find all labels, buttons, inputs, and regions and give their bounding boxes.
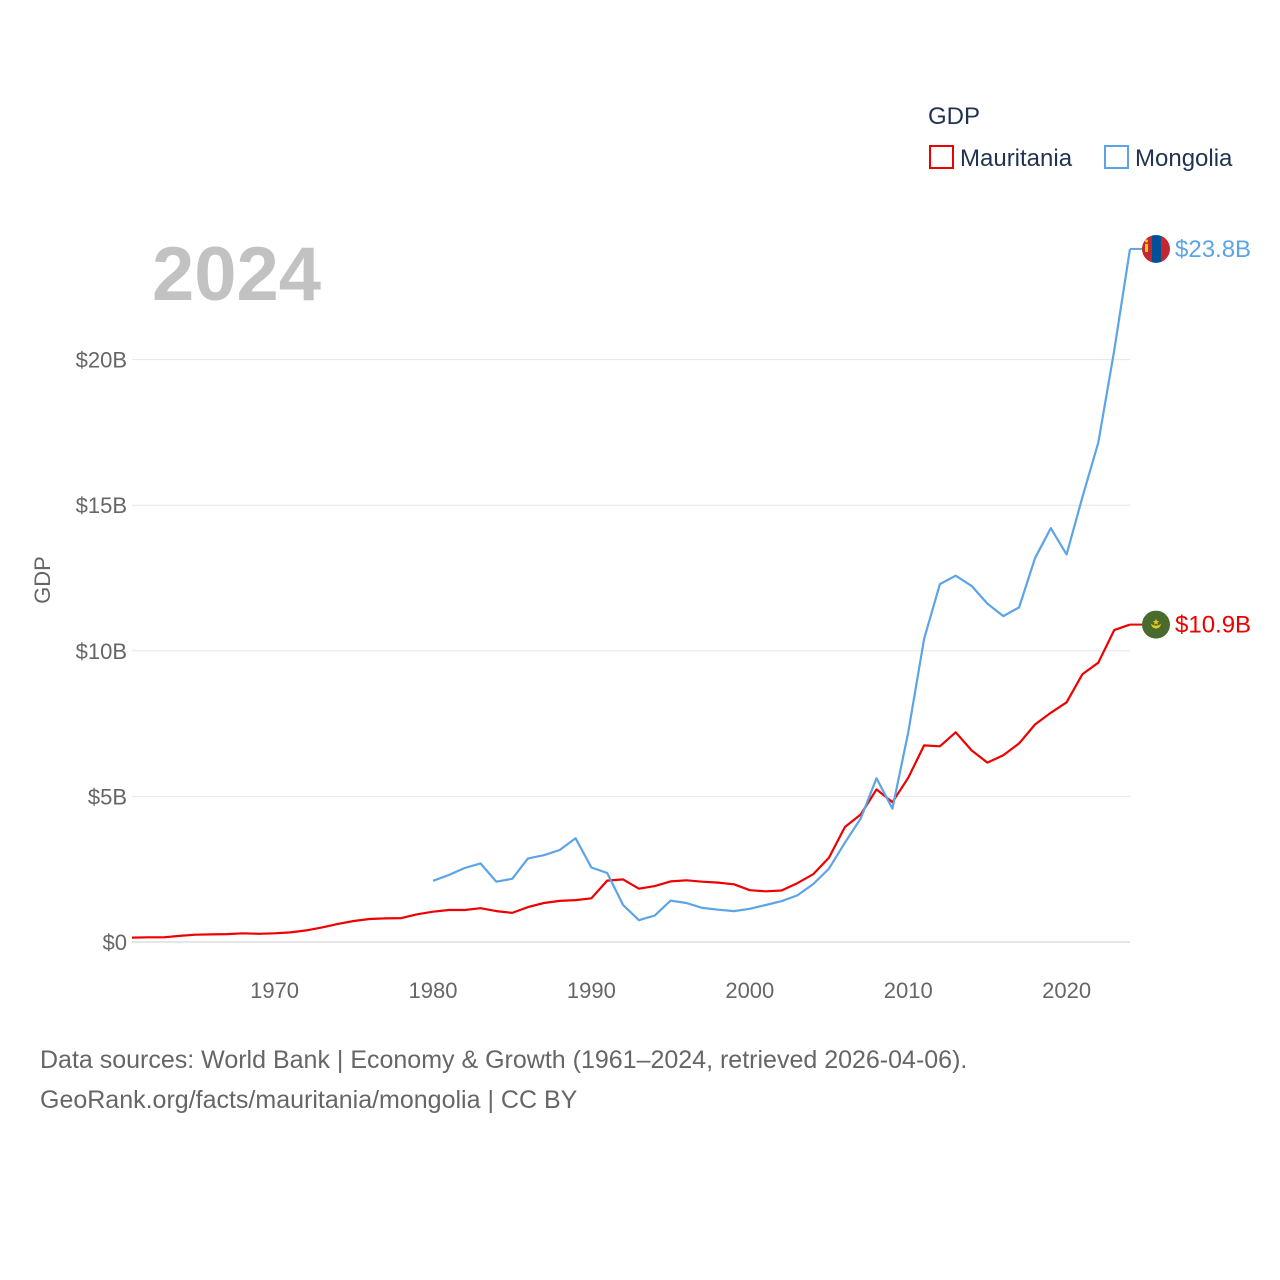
y-tick-label: $15B bbox=[76, 493, 127, 518]
x-tick-label: 1990 bbox=[567, 978, 616, 1003]
x-tick-label: 1970 bbox=[250, 978, 299, 1003]
data-sources-text: Data sources: World Bank | Economy & Gro… bbox=[40, 1046, 968, 1074]
gridlines bbox=[132, 359, 1130, 943]
x-axis: 1970 1980 1990 2000 2010 2020 bbox=[250, 978, 1091, 1003]
y-axis: $0 $5B $10B $15B $20B bbox=[76, 348, 127, 955]
mauritania-end-marker: $10.9B bbox=[1142, 610, 1251, 639]
x-tick-label: 2000 bbox=[725, 978, 774, 1003]
x-tick-label: 1980 bbox=[409, 978, 458, 1003]
mongolia-flag-icon bbox=[1142, 234, 1170, 263]
series-line-mongolia bbox=[432, 248, 1132, 922]
series-lines bbox=[131, 247, 1142, 939]
legend-item-mauritania[interactable]: Mauritania bbox=[929, 145, 1073, 172]
year-label: 2024 bbox=[152, 232, 321, 317]
legend-swatch-mongolia bbox=[1104, 145, 1129, 169]
legend-label-mongolia: Mongolia bbox=[1135, 145, 1233, 172]
y-tick-label: $5B bbox=[88, 784, 127, 809]
mauritania-end-label: $10.9B bbox=[1175, 612, 1251, 639]
mauritania-flag-icon bbox=[1142, 610, 1170, 639]
gdp-line-chart: GDP Mauritania Mongolia 2024 GDP $0 $5B $1… bbox=[30, 103, 1251, 1003]
y-tick-label: $0 bbox=[103, 930, 127, 955]
x-tick-label: 2010 bbox=[884, 978, 933, 1003]
source-link[interactable]: GeoRank.org/facts/mauritania/mongolia | … bbox=[40, 1086, 578, 1114]
series-line-mauritania bbox=[131, 623, 1131, 939]
legend-item-mongolia[interactable]: Mongolia bbox=[1104, 145, 1233, 172]
mongolia-end-marker: $23.8B bbox=[1142, 234, 1251, 263]
legend-label-mauritania: Mauritania bbox=[960, 145, 1073, 172]
y-axis-title: GDP bbox=[30, 556, 55, 604]
legend-title: GDP bbox=[928, 103, 980, 130]
y-tick-label: $10B bbox=[76, 639, 127, 664]
x-tick-label: 2020 bbox=[1042, 978, 1091, 1003]
footer: Data sources: World Bank | Economy & Gro… bbox=[40, 1040, 967, 1120]
legend-swatch-mauritania bbox=[929, 145, 954, 169]
y-tick-label: $20B bbox=[76, 348, 127, 373]
mongolia-end-label: $23.8B bbox=[1175, 236, 1251, 263]
